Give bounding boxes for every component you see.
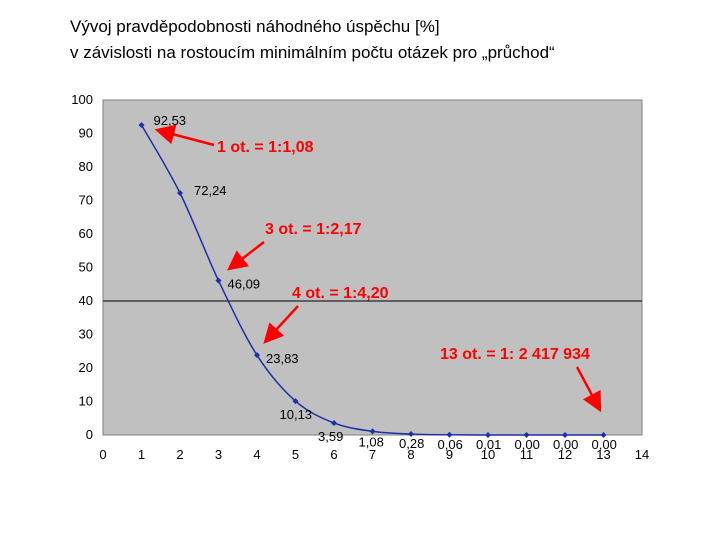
data-label: 0,06 — [438, 437, 463, 452]
x-tick-label: 12 — [558, 447, 572, 462]
data-point — [138, 122, 145, 129]
annotation-arrow — [263, 305, 299, 344]
x-tick-label: 6 — [330, 447, 337, 462]
y-tick-label: 20 — [79, 360, 93, 375]
data-point — [523, 432, 530, 438]
y-tick-label: 50 — [79, 260, 93, 275]
data-label: 0,00 — [592, 437, 617, 452]
annotation-label: 4 ot. = 1:4,20 — [292, 285, 389, 302]
data-point — [446, 431, 453, 438]
annotation-label: 3 ot. = 1:2,17 — [265, 221, 362, 238]
y-tick-label: 80 — [79, 159, 93, 174]
y-tick-label: 90 — [79, 126, 93, 141]
title-line-1: Vývoj pravděpodobnosti náhodného úspěchu… — [70, 17, 440, 36]
y-tick-label: 30 — [79, 327, 93, 342]
x-tick-label: 14 — [635, 447, 649, 462]
data-point — [331, 419, 337, 426]
data-point — [408, 431, 414, 438]
y-tick-label: 60 — [79, 226, 93, 241]
annotation-arrow — [227, 241, 265, 271]
data-point — [369, 428, 376, 435]
data-label: 3,59 — [318, 429, 343, 444]
data-point — [562, 432, 568, 438]
data-label: 0,28 — [399, 436, 424, 451]
title-line-2: v závislosti na rostoucím minimálním poč… — [70, 43, 555, 62]
series-layer — [138, 122, 607, 438]
x-tick-label: 7 — [369, 447, 376, 462]
x-tick-label: 13 — [596, 447, 610, 462]
data-label: 23,83 — [266, 351, 299, 366]
x-tick-label: 1 — [138, 447, 145, 462]
annotations: 1 ot. = 1:1,08 3 ot. = 1:2,17 4 ot. = 1:4,… — [154, 124, 602, 413]
plot-area — [102, 99, 643, 436]
annotation-arrow — [154, 124, 215, 147]
data-label: 0,01 — [476, 437, 501, 452]
annotation-arrow — [575, 366, 602, 413]
x-tick-label: 9 — [446, 447, 453, 462]
data-label: 1,08 — [359, 434, 384, 449]
y-tick-label: 70 — [79, 193, 93, 208]
data-point — [292, 398, 299, 405]
y-tick-label: 0 — [86, 427, 93, 442]
chart-title: Vývoj pravděpodobnosti náhodného úspěchu… — [70, 14, 710, 66]
x-tick-label: 3 — [215, 447, 222, 462]
x-tick-label: 10 — [481, 447, 495, 462]
x-tick-label: 0 — [99, 447, 106, 462]
data-labels: 92,53 72,24 46,09 23,83 10,13 3,59 1,08 0,28 0,0… — [154, 113, 617, 452]
x-tick-label: 11 — [520, 447, 534, 462]
x-tick-label: 4 — [253, 447, 260, 462]
annotation-label: 13 ot. = 1: 2 417 934 — [440, 346, 590, 363]
y-tick-label: 40 — [79, 293, 93, 308]
data-point — [215, 277, 222, 284]
data-point — [600, 432, 607, 438]
x-tick-label: 5 — [292, 447, 299, 462]
data-label: 0,00 — [515, 437, 540, 452]
data-label: 46,09 — [228, 277, 261, 292]
data-label: 72,24 — [194, 183, 227, 198]
data-point — [254, 352, 260, 359]
annotation-label: 1 ot. = 1:1,08 — [217, 139, 314, 156]
data-point — [177, 189, 183, 196]
data-label: 10,13 — [280, 407, 313, 422]
data-label: 0,00 — [553, 437, 578, 452]
y-tick-label: 10 — [79, 394, 93, 409]
data-point — [485, 431, 491, 438]
x-tick-label: 2 — [176, 447, 183, 462]
y-tick-label: 100 — [71, 92, 93, 107]
data-label: 92,53 — [154, 113, 187, 128]
x-tick-label: 8 — [407, 447, 414, 462]
